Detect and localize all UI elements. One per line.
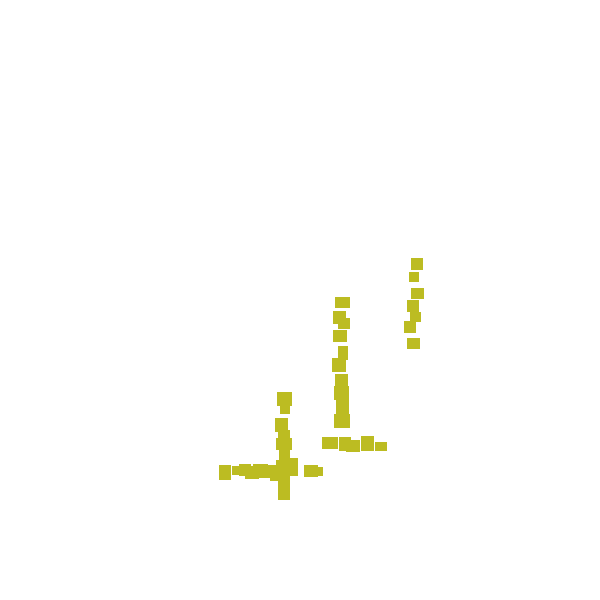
stroke-left-horizontal-mark <box>282 458 298 476</box>
stroke-right-vertical-mark <box>410 312 421 322</box>
stroke-right-vertical-mark <box>411 288 424 299</box>
stroke-left-vertical-mark <box>277 392 292 406</box>
stroke-middle-vertical <box>332 297 350 428</box>
stroke-middle-vertical-mark <box>338 318 350 329</box>
stroke-left-vertical-mark <box>280 404 290 414</box>
stroke-middle-vertical-mark <box>336 400 349 414</box>
stroke-middle-horizontal <box>322 436 387 452</box>
stroke-right-vertical-mark <box>404 321 416 333</box>
stroke-middle-vertical-mark <box>332 358 346 372</box>
stroke-middle-vertical-mark <box>335 374 348 386</box>
stroke-left-vertical-mark <box>275 418 288 432</box>
stroke-middle-vertical-mark <box>334 414 350 428</box>
stroke-left-horizontal-mark <box>314 467 323 476</box>
stroke-middle-vertical-mark <box>334 386 349 400</box>
stroke-right-vertical <box>404 258 424 349</box>
stroke-left-vertical <box>275 392 292 500</box>
stroke-left-horizontal-mark <box>232 466 242 475</box>
stroke-middle-horizontal-mark <box>322 437 338 449</box>
stroke-left-horizontal <box>219 458 323 481</box>
stroke-left-horizontal-mark <box>270 467 284 481</box>
stroke-middle-horizontal-mark <box>346 440 360 452</box>
stroke-middle-vertical-mark <box>333 330 347 342</box>
stroke-left-vertical-mark <box>278 487 290 500</box>
stroke-middle-horizontal-mark <box>361 436 374 451</box>
stroke-left-horizontal-mark <box>219 465 231 480</box>
stroke-left-vertical-mark <box>276 438 292 450</box>
stroke-middle-vertical-mark <box>335 297 350 308</box>
stroke-right-vertical-mark <box>407 300 419 312</box>
stroke-middle-vertical-mark <box>338 346 348 360</box>
stroke-left-vertical-mark <box>279 450 290 461</box>
stroke-right-vertical-mark <box>411 258 423 270</box>
stroke-right-vertical-mark <box>409 272 419 282</box>
stroke-middle-horizontal-mark <box>375 442 387 451</box>
stroke-right-vertical-mark <box>407 338 420 349</box>
